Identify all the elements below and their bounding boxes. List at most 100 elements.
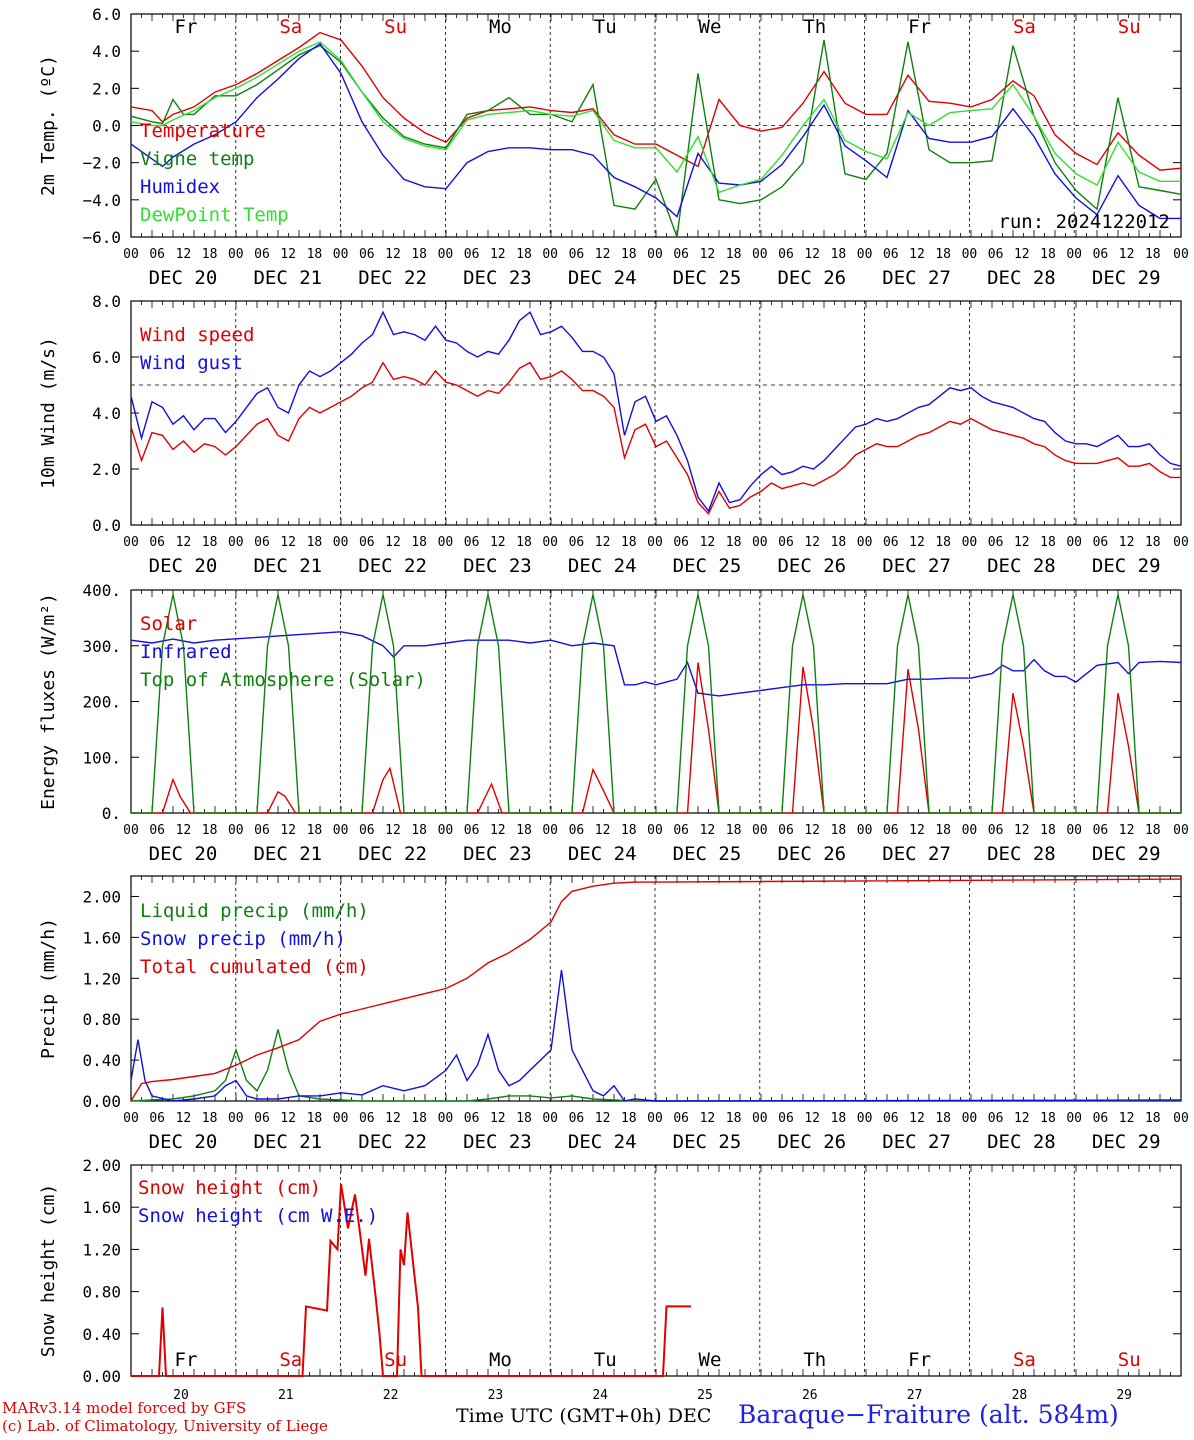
hour-tick-label: 00: [542, 1111, 558, 1126]
hour-tick-label: 18: [202, 823, 218, 838]
hour-tick-label: 18: [1145, 535, 1161, 550]
hour-tick-label: 06: [1093, 535, 1109, 550]
hour-tick-label: 00: [962, 1111, 978, 1126]
date-label: DEC 28: [987, 843, 1056, 865]
hour-tick-label: 18: [831, 823, 847, 838]
series-line: [131, 594, 1181, 814]
hour-tick-label: 06: [988, 535, 1004, 550]
hour-tick-label: 18: [516, 535, 532, 550]
hour-tick-label: 06: [149, 823, 165, 838]
hour-tick-label: 12: [909, 535, 925, 550]
y-tick-label: 8.0: [92, 292, 121, 311]
hour-tick-label: 12: [280, 823, 296, 838]
series-line: [131, 662, 1181, 814]
y-tick-label: 0.40: [82, 1325, 121, 1344]
legend-entry: Snow precip (mm/h): [140, 928, 346, 950]
hour-tick-label: 12: [176, 247, 192, 262]
date-label: DEC 26: [777, 843, 846, 865]
hour-tick-label: 00: [1066, 823, 1082, 838]
y-tick-label: 2.00: [82, 1156, 121, 1175]
hour-tick-label: 18: [411, 1111, 427, 1126]
legend-entry: Humidex: [140, 176, 220, 198]
hour-tick-label: 12: [700, 535, 716, 550]
hour-tick-label: 06: [883, 1111, 899, 1126]
series-line: [130, 970, 1182, 1102]
hour-tick-label: 00: [542, 823, 558, 838]
hour-tick-label: 06: [1093, 247, 1109, 262]
hour-tick-label: 18: [307, 535, 323, 550]
hour-tick-label: 12: [804, 823, 820, 838]
hour-tick-label: 18: [935, 1111, 951, 1126]
date-label: DEC 26: [777, 267, 846, 289]
hour-tick-label: 00: [333, 823, 349, 838]
date-label: DEC 21: [253, 267, 322, 289]
weekday-label: Sa: [279, 16, 302, 38]
hour-tick-label: 00: [752, 1111, 768, 1126]
hour-tick-label: 06: [778, 535, 794, 550]
hour-tick-label: 18: [307, 1111, 323, 1126]
weekday-label: Fr: [908, 1349, 931, 1371]
y-tick-label: 0.80: [82, 1010, 121, 1029]
date-label: DEC 21: [253, 843, 322, 865]
hour-tick-label: 00: [857, 1111, 873, 1126]
hour-tick-label: 18: [726, 247, 742, 262]
weekday-label: Su: [384, 1349, 407, 1371]
hour-tick-label: 06: [359, 535, 375, 550]
hour-tick-label: 12: [280, 535, 296, 550]
y-tick-label: −2.0: [82, 154, 121, 173]
weekday-label: Fr: [908, 16, 931, 38]
date-label: DEC 24: [568, 843, 637, 865]
date-label: DEC 27: [882, 1131, 951, 1153]
weekday-label: Th: [803, 16, 826, 38]
hour-tick-label: 12: [700, 823, 716, 838]
legend-entry: Snow height (cm): [138, 1177, 321, 1199]
panel-2: 8.0 6.0 4.0 2.0 0.0 10m Wind (m/s) Wind speed W…: [38, 292, 1189, 577]
hour-tick-label: 00: [438, 823, 454, 838]
weekday-label: Mo: [489, 16, 512, 38]
legend-entry: Solar: [140, 613, 197, 635]
hour-tick-label: 00: [647, 535, 663, 550]
series-line: [131, 1183, 691, 1377]
y-tick-label: 1.20: [82, 1240, 121, 1259]
weekday-label: Fr: [175, 1349, 198, 1371]
date-label: DEC 24: [568, 267, 637, 289]
hour-tick-label: 06: [254, 1111, 270, 1126]
hour-tick-label: 00: [857, 823, 873, 838]
y-tick-label: 4.0: [92, 42, 121, 61]
weekday-label: Su: [1118, 1349, 1141, 1371]
hour-tick-label: 00: [542, 535, 558, 550]
y-axis-label: 2m Temp. (ºC): [38, 55, 59, 196]
hour-tick-label: 00: [752, 823, 768, 838]
hour-tick-label: 06: [673, 247, 689, 262]
date-label: DEC 20: [149, 267, 218, 289]
hour-tick-label: 00: [857, 535, 873, 550]
hour-tick-label: 12: [804, 535, 820, 550]
y-tick-label: 300.: [82, 637, 121, 656]
y-axis-label: Precip (mm/h): [38, 918, 59, 1059]
date-label: DEC 28: [987, 1131, 1056, 1153]
hour-tick-label: 18: [621, 535, 637, 550]
y-tick-label: 6.0: [92, 348, 121, 367]
weekday-label: We: [699, 16, 722, 38]
hour-tick-label: 18: [1145, 823, 1161, 838]
hour-tick-label: 18: [1145, 247, 1161, 262]
date-label: DEC 25: [673, 267, 742, 289]
series-line: [130, 31, 1182, 171]
date-label: DEC 20: [149, 843, 218, 865]
hour-tick-label: 12: [176, 823, 192, 838]
hour-tick-label: 06: [569, 247, 585, 262]
hour-tick-label: 12: [490, 535, 506, 550]
day-number-label: 20: [173, 1388, 189, 1403]
hour-tick-label: 12: [909, 247, 925, 262]
hour-tick-label: 06: [778, 247, 794, 262]
legend-entry: DewPoint Temp: [140, 204, 289, 226]
legend-entry: Temperature: [140, 120, 266, 142]
weekday-label: Th: [803, 1349, 826, 1371]
hour-tick-label: 18: [202, 247, 218, 262]
hour-tick-label: 00: [123, 823, 139, 838]
hour-tick-label: 18: [516, 247, 532, 262]
day-number-label: 22: [383, 1388, 399, 1403]
date-label: DEC 29: [1092, 555, 1161, 577]
hour-tick-label: 00: [1066, 247, 1082, 262]
date-label: DEC 24: [568, 555, 637, 577]
